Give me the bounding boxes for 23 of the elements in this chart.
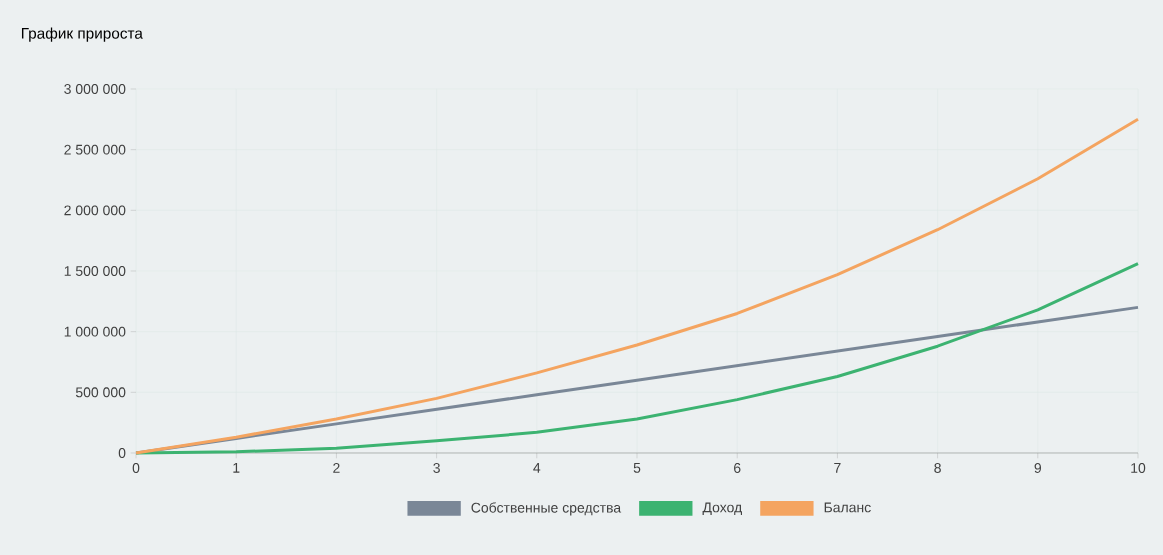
x-tick-label: 1 xyxy=(233,463,240,473)
y-tick-label: 1 500 000 xyxy=(64,266,126,276)
x-tick-label: 4 xyxy=(533,463,541,473)
x-tick-label: 5 xyxy=(633,463,641,473)
y-tick-label: 500 000 xyxy=(75,387,126,398)
x-tick-label: 0 xyxy=(132,463,140,473)
x-tick-label: 6 xyxy=(734,463,741,473)
legend-label: Собственные средства xyxy=(471,502,622,516)
x-tick-label: 2 xyxy=(333,463,340,473)
y-tick-label: 3 000 000 xyxy=(64,84,126,94)
y-tick-label: 1 000 000 xyxy=(64,326,126,337)
y-tick-label: 2 500 000 xyxy=(64,144,126,155)
x-tick-label: 7 xyxy=(834,463,841,473)
y-tick-label: 0 xyxy=(118,448,126,458)
x-tick-label: 10 xyxy=(1131,463,1146,473)
x-tick-label: 8 xyxy=(934,463,941,473)
chart-title: График прироста xyxy=(21,27,143,42)
line-series xyxy=(134,117,1140,455)
x-tick-label: 9 xyxy=(1034,463,1042,473)
legend-label: Доход xyxy=(702,502,742,515)
legend-label: Баланс xyxy=(824,502,871,513)
y-tick-label: 2 000 000 xyxy=(64,205,126,216)
x-tick-label: 3 xyxy=(433,463,440,473)
